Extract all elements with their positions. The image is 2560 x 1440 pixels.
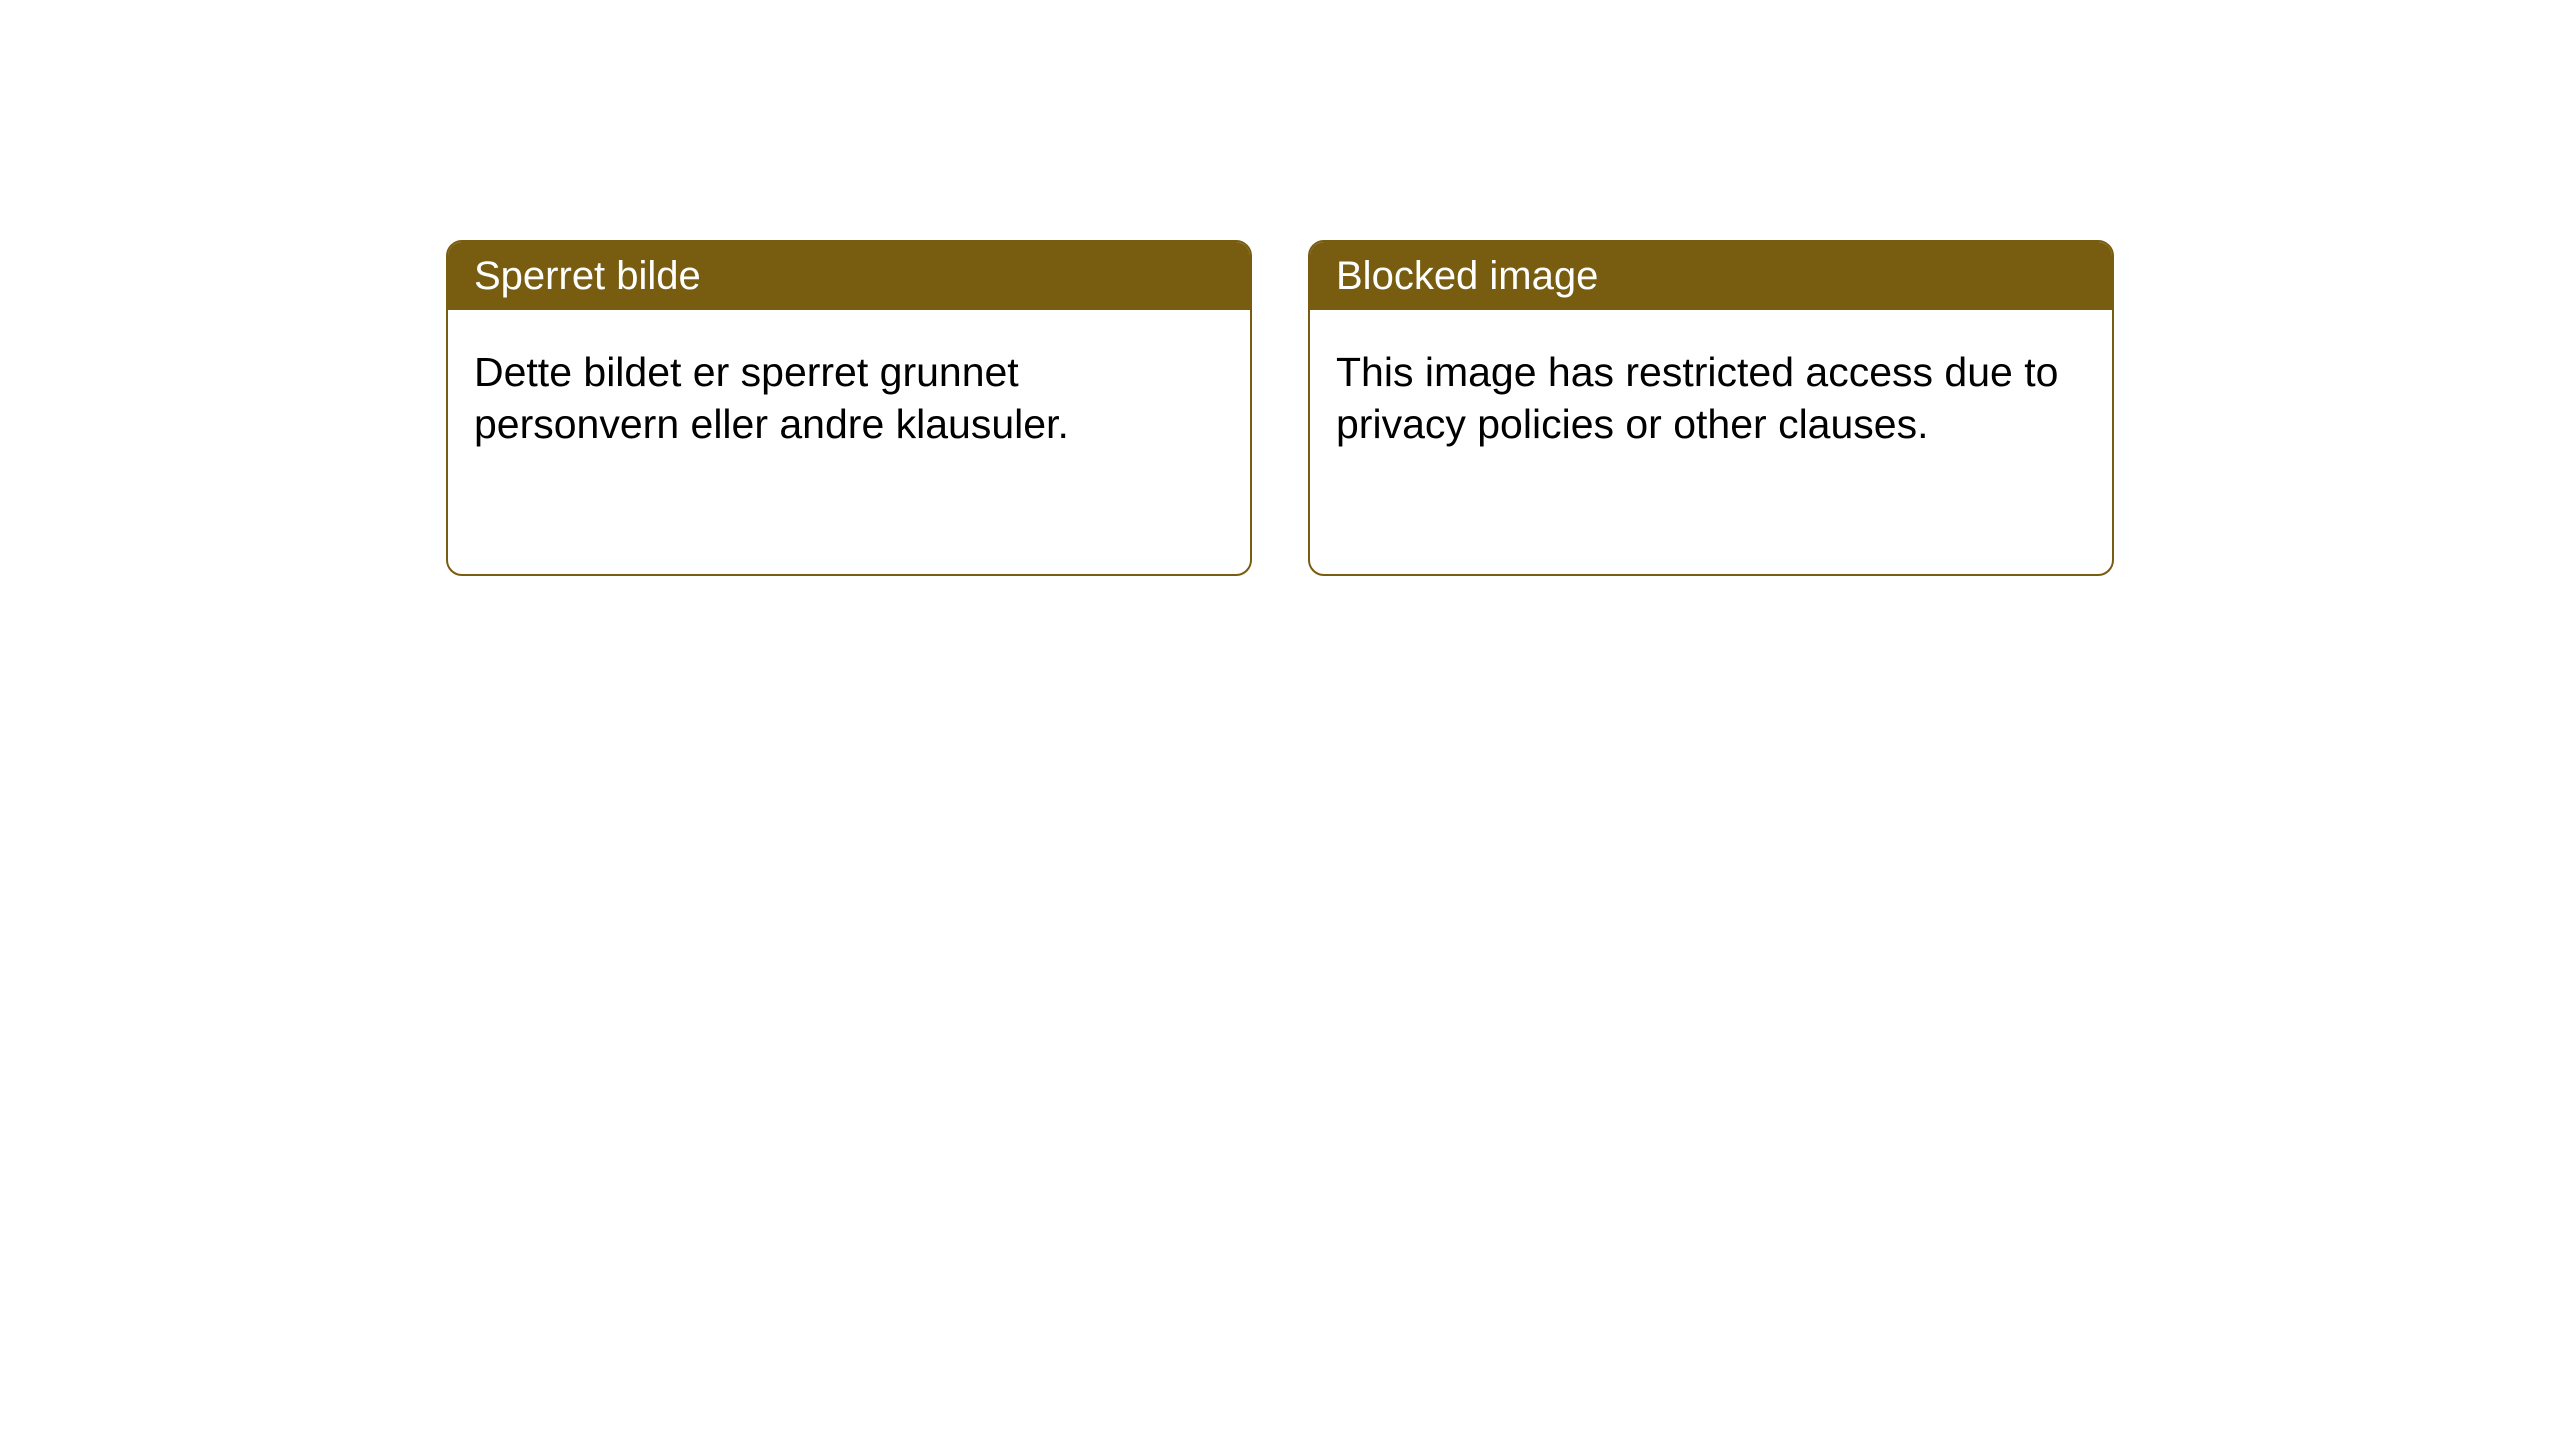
notice-box-norwegian: Sperret bilde Dette bildet er sperret gr… (446, 240, 1252, 576)
notice-title: Blocked image (1336, 254, 1598, 298)
notice-container: Sperret bilde Dette bildet er sperret gr… (0, 0, 2560, 576)
notice-body-text: This image has restricted access due to … (1336, 349, 2058, 447)
notice-body-text: Dette bildet er sperret grunnet personve… (474, 349, 1069, 447)
notice-header: Blocked image (1310, 242, 2112, 310)
notice-header: Sperret bilde (448, 242, 1250, 310)
notice-body: Dette bildet er sperret grunnet personve… (448, 310, 1250, 487)
notice-body: This image has restricted access due to … (1310, 310, 2112, 487)
notice-box-english: Blocked image This image has restricted … (1308, 240, 2114, 576)
notice-title: Sperret bilde (474, 254, 701, 298)
